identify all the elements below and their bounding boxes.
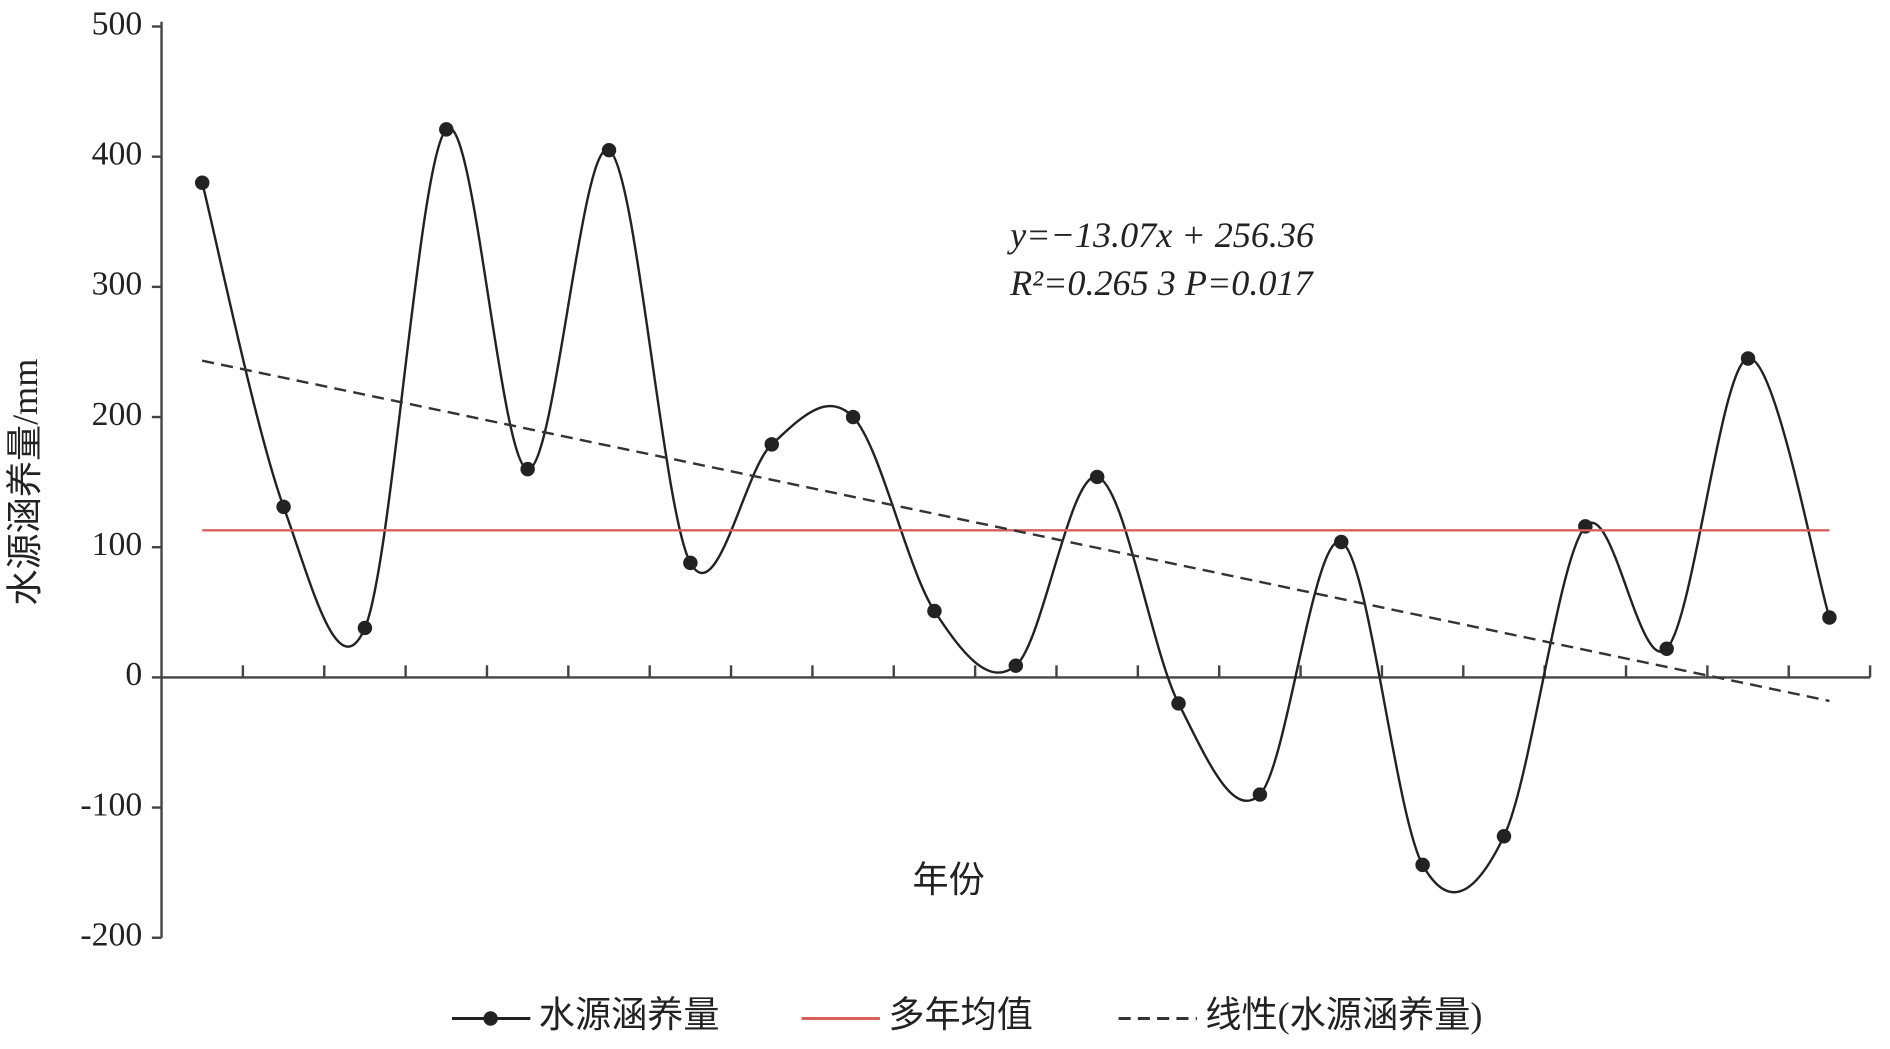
y-axis-label: 水源涵养量/mm — [5, 359, 45, 606]
statistics: R²=0.265 3 P=0.017 — [1009, 263, 1314, 303]
data-point — [1415, 857, 1430, 873]
data-point — [764, 437, 779, 452]
legend-label: 多年均值 — [888, 995, 1033, 1035]
data-point — [1822, 610, 1837, 625]
y-tick-label: 300 — [92, 266, 143, 303]
legend-marker — [483, 1011, 498, 1026]
series-line — [201, 359, 1830, 703]
data-point — [1334, 534, 1349, 550]
data-point — [601, 142, 617, 158]
data-point — [845, 409, 861, 425]
data-point — [1008, 658, 1024, 673]
y-tick-label: 0 — [125, 656, 142, 693]
data-point — [683, 555, 698, 571]
data-point — [276, 499, 291, 515]
data-point — [927, 603, 942, 619]
data-point — [520, 461, 535, 477]
data-point — [357, 620, 373, 636]
data-point — [1089, 469, 1105, 485]
y-tick-label: 200 — [92, 396, 143, 433]
data-point — [1496, 828, 1512, 844]
data-point — [194, 175, 210, 190]
y-tick-label: -100 — [80, 786, 142, 823]
data-point — [1659, 641, 1674, 656]
x-axis-label: 年份 — [912, 860, 984, 900]
legend-label: 线性(水源涵养量) — [1205, 995, 1482, 1035]
y-tick-label: -200 — [80, 916, 142, 953]
data-point — [1740, 351, 1756, 366]
data-point — [1252, 787, 1268, 802]
y-tick-label: 500 — [92, 5, 143, 42]
legend-label: 水源涵养量 — [539, 995, 720, 1035]
data-point — [439, 122, 454, 137]
equation: y=−13.07x + 256.36 — [1006, 215, 1314, 255]
data-point — [1171, 696, 1186, 711]
y-tick-label: 100 — [92, 526, 143, 563]
y-tick-label: 400 — [92, 135, 143, 172]
